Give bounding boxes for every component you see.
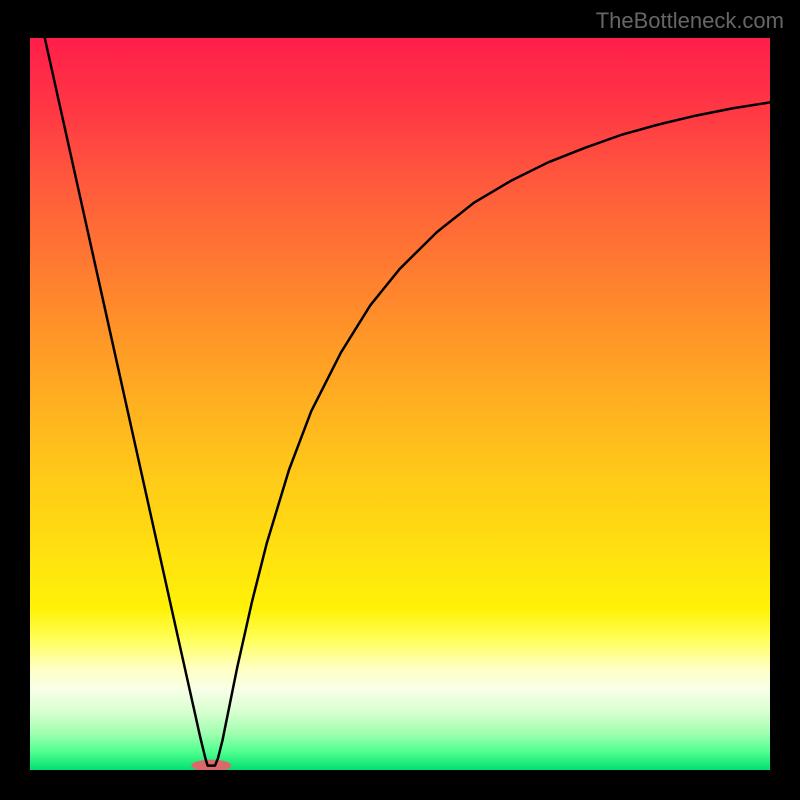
chart-svg: [30, 38, 770, 770]
bottleneck-curve-chart: [30, 38, 770, 770]
plot-background: [30, 38, 770, 770]
watermark-text: TheBottleneck.com: [596, 8, 784, 34]
